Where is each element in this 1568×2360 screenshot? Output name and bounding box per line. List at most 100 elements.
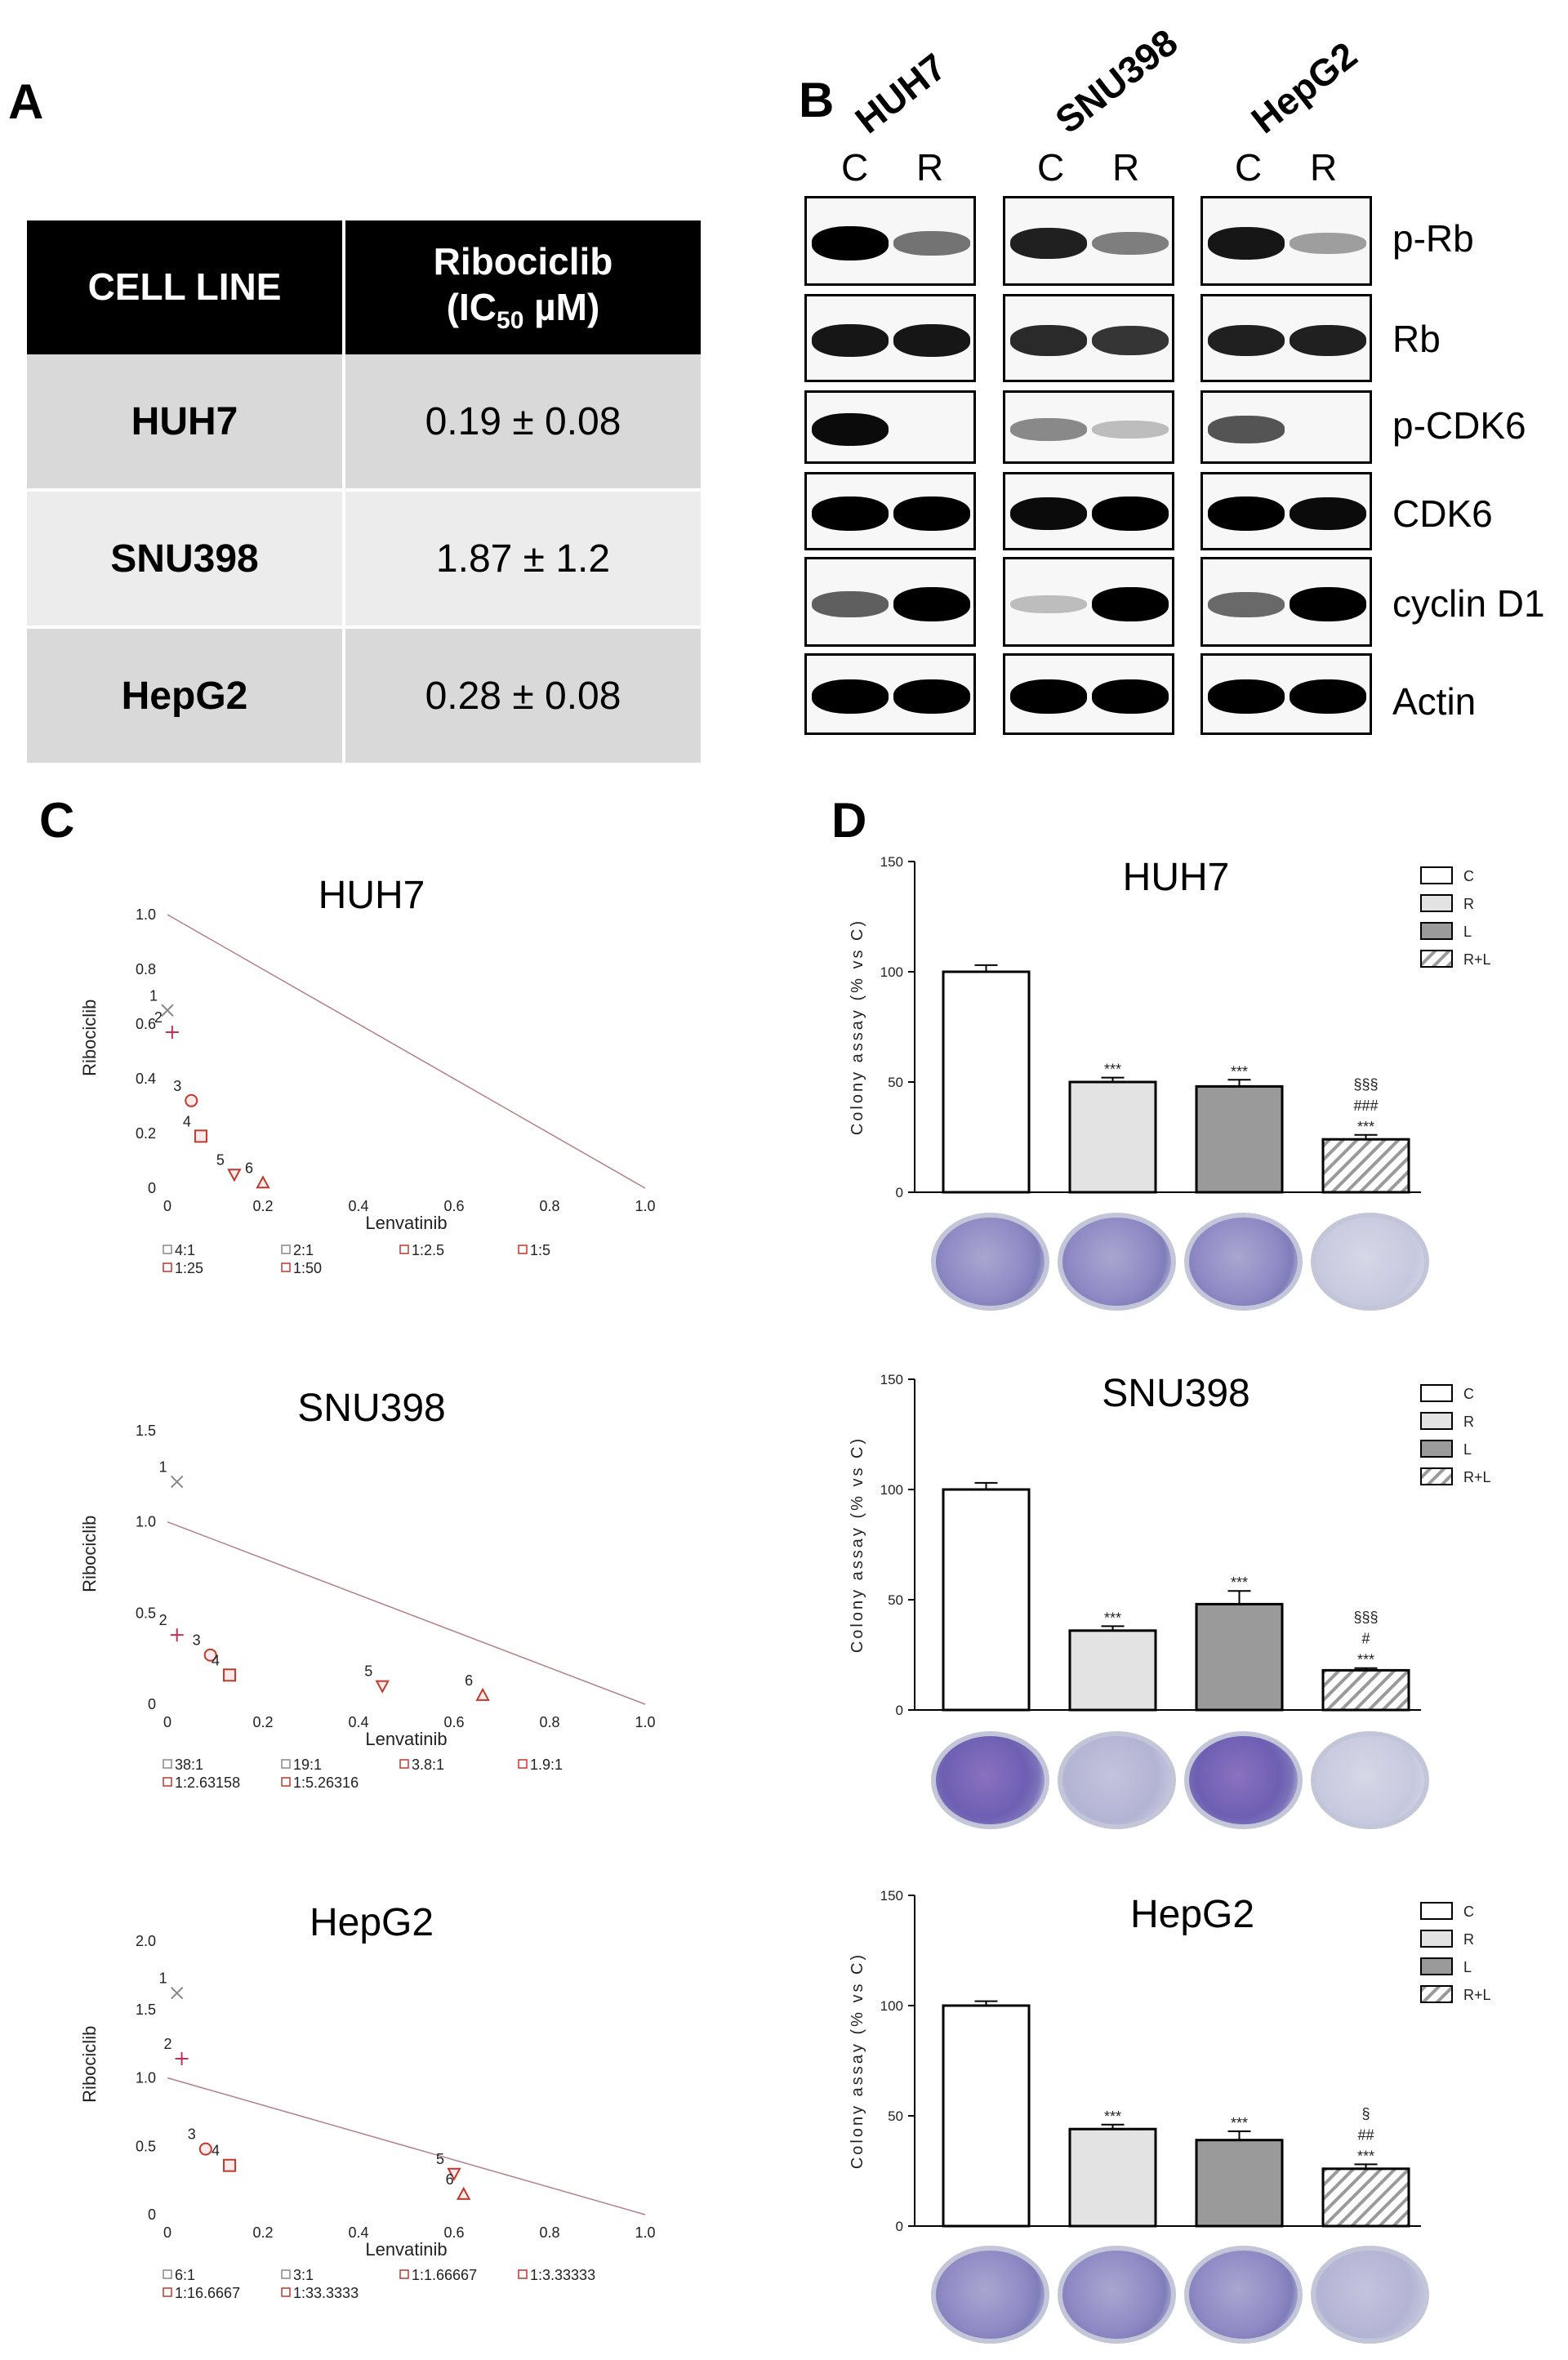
protein-label-p-cdk6: p-CDK6 <box>1392 404 1526 447</box>
significance-label: *** <box>1104 1062 1121 1078</box>
y-tick-label: 50 <box>888 2108 903 2124</box>
blot-band <box>812 590 889 618</box>
legend-marker <box>518 1759 528 1769</box>
legend-entry: 1:3.33333 <box>530 2267 595 2283</box>
cell-line-name: HUH7 <box>27 354 342 488</box>
blot-band <box>1208 324 1285 357</box>
panel-label-c: C <box>39 793 75 848</box>
data-point <box>198 2142 212 2156</box>
x-tick-label: 0.6 <box>443 2224 464 2241</box>
lane-label-c: C <box>1235 146 1263 189</box>
blot-box <box>1200 294 1372 382</box>
legend-marker <box>281 1262 291 1272</box>
x-tick-label: 0.8 <box>539 2224 559 2241</box>
y-tick-label: 50 <box>888 1592 903 1608</box>
point-label: 5 <box>216 1151 225 1168</box>
blot-band <box>1010 594 1087 614</box>
point-label: 3 <box>193 1632 201 1649</box>
y-axis-label: Ribociclib <box>79 2026 100 2103</box>
blot-band <box>1010 418 1087 441</box>
y-tick-label: 0 <box>896 1185 903 1200</box>
x-tick-label: 1.0 <box>635 2224 655 2241</box>
blot-band <box>1208 679 1285 714</box>
x-tick-label: 0.8 <box>539 1198 559 1214</box>
bar-chart-title: SNU398 <box>1102 1372 1250 1415</box>
blot-box <box>1200 557 1372 647</box>
additivity-line <box>167 914 646 1189</box>
significance-label: *** <box>1104 1610 1121 1626</box>
blot-band <box>1290 587 1366 621</box>
legend-swatch <box>1420 1467 1453 1485</box>
y-tick-label: 50 <box>888 1075 903 1090</box>
point-label: 5 <box>364 1663 372 1680</box>
colony-dish-image <box>931 2246 1049 2344</box>
point-label: 2 <box>159 1612 167 1628</box>
header-ic-prefix: (IC <box>446 285 497 328</box>
x-tick-label: 1.0 <box>635 1198 655 1214</box>
legend-swatch <box>1420 1957 1453 1975</box>
ic50-value: 0.19 ± 0.08 <box>342 354 701 488</box>
data-point <box>170 1475 184 1489</box>
legend-entry: 1:2.63158 <box>175 1774 240 1791</box>
blot-band <box>1208 227 1285 260</box>
bar-R <box>1068 1080 1157 1194</box>
panel-label-b: B <box>799 73 835 127</box>
data-point <box>223 2158 237 2172</box>
colony-dish-image <box>931 1731 1049 1829</box>
blot-box <box>804 390 976 464</box>
data-point <box>375 1680 390 1694</box>
point-label: 6 <box>465 1672 473 1689</box>
data-point <box>475 1687 490 1701</box>
blot-band <box>1092 679 1169 714</box>
x-axis-label: Lenvatinib <box>365 1729 447 1749</box>
legend-marker <box>281 1777 291 1787</box>
y-tick-label: 100 <box>880 1998 903 2014</box>
legend-entry: R <box>1463 1931 1474 1948</box>
legend-entry: R <box>1463 1414 1474 1430</box>
y-tick-label: 1.0 <box>136 906 156 923</box>
blot-band <box>1290 496 1366 531</box>
blot-band <box>1290 324 1366 357</box>
blot-band <box>1010 325 1087 356</box>
blot-box <box>804 557 976 647</box>
data-point <box>161 1004 174 1017</box>
y-tick-label: 0.5 <box>136 2138 156 2154</box>
data-point <box>447 2167 461 2181</box>
colony-dish-image <box>1311 1731 1429 1829</box>
panel-label-d: D <box>831 793 867 848</box>
protein-label-p-rb: p-Rb <box>1392 217 1474 260</box>
table-row: HepG2 0.28 ± 0.08 <box>27 626 701 763</box>
legend-swatch <box>1420 1902 1453 1920</box>
legend-entry: R <box>1463 896 1474 912</box>
legend-marker <box>399 1759 409 1769</box>
bar-chart-title: HUH7 <box>1123 856 1230 899</box>
significance-label: §§§ <box>1353 1610 1378 1626</box>
x-axis-label: Lenvatinib <box>365 2239 447 2260</box>
point-label: 1 <box>159 1970 167 1987</box>
point-label: 3 <box>188 2126 196 2143</box>
point-label: 2 <box>154 1009 163 1026</box>
y-tick-label: 150 <box>880 854 903 870</box>
legend-entry: C <box>1463 868 1474 884</box>
y-tick-label: 150 <box>880 1888 903 1904</box>
legend-marker <box>163 1759 172 1769</box>
ic50-value: 0.28 ± 0.08 <box>342 626 701 763</box>
data-point <box>185 1093 198 1107</box>
x-tick-label: 0.4 <box>348 1714 368 1730</box>
y-tick-label: 0 <box>148 1180 156 1196</box>
colony-dish-image <box>931 1213 1049 1311</box>
y-tick-label: 0.6 <box>136 1016 156 1032</box>
blot-band <box>893 679 970 714</box>
legend-marker <box>281 1245 291 1254</box>
blot-band <box>812 412 889 447</box>
header-drug-name: Ribociclib <box>433 240 613 283</box>
x-axis-label: Lenvatinib <box>365 1213 447 1233</box>
colony-dish-image <box>1058 2246 1176 2344</box>
blot-band <box>1092 325 1169 356</box>
legend-marker <box>281 2287 291 2297</box>
legend-swatch <box>1420 1412 1453 1430</box>
data-point <box>165 1026 179 1040</box>
x-tick-label: 0.2 <box>252 1714 273 1730</box>
blot-cell-line-snu398: SNU398 <box>1047 20 1186 142</box>
x-tick-label: 0.6 <box>443 1198 464 1214</box>
